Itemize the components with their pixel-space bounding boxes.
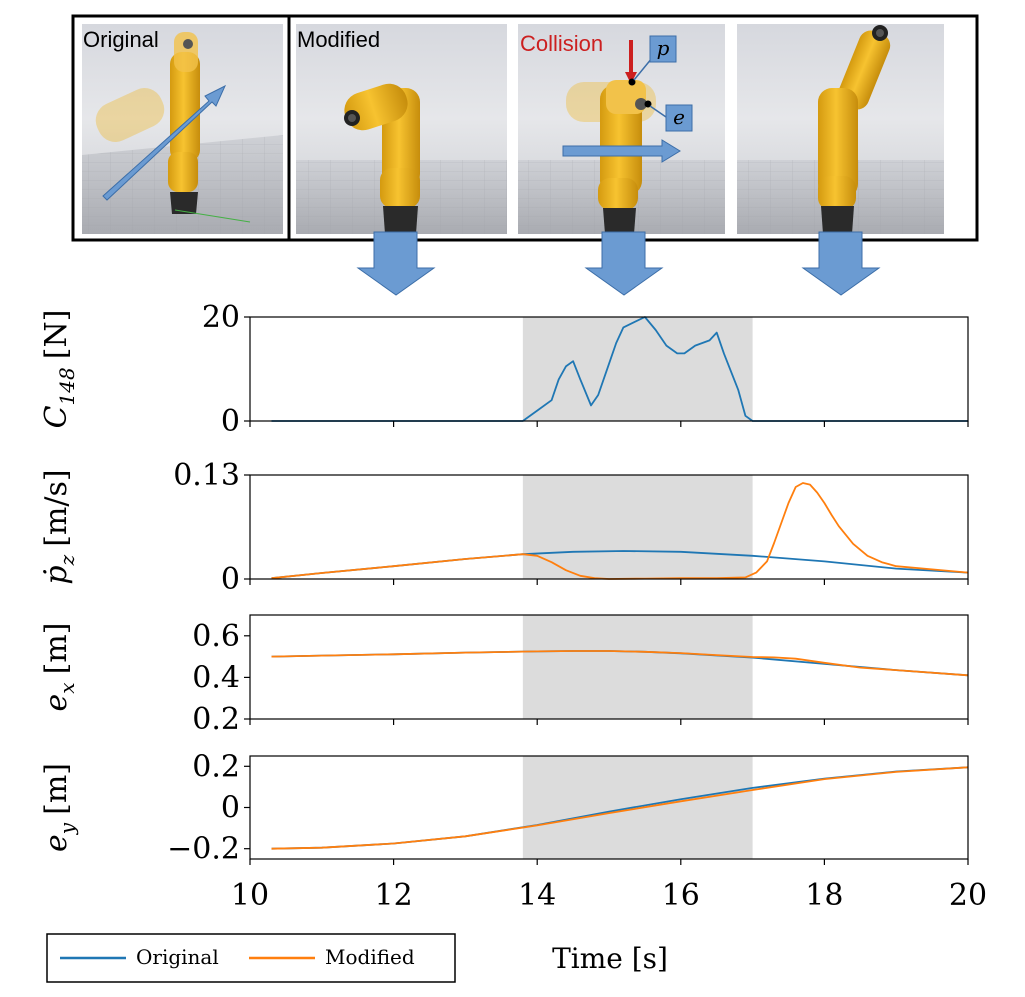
- y-axis-label-unit: [m]: [39, 763, 74, 815]
- y-axis-label-subscript: z: [55, 554, 79, 566]
- y-axis-label-symbol: ṗ: [39, 565, 74, 584]
- plot-frame: [249, 614, 969, 720]
- y-axis-label-symbol: C: [39, 405, 74, 428]
- series-line-modified: [271, 482, 969, 580]
- point-p-marker: [628, 78, 636, 86]
- y-tick-label: 0.2: [192, 749, 240, 784]
- point-p-tag: [649, 35, 677, 63]
- y-tick-label: 0.4: [192, 660, 240, 695]
- y-axis-label: ex [m]: [39, 623, 79, 712]
- y-axis-label-symbol: e: [39, 694, 74, 712]
- y-tick-label: 0: [221, 791, 240, 826]
- down-arrow-3: [801, 231, 881, 296]
- panel-frame: [71, 14, 979, 242]
- panel-final: [737, 24, 944, 234]
- legend-label-modified: Modified: [325, 945, 415, 969]
- chart-panel-2: 0 0.13 ṗz [m/s]: [39, 458, 969, 597]
- point-e-label: e: [673, 105, 685, 129]
- y-axis-label-symbol: e: [39, 834, 74, 852]
- panel-collision: p e Collision: [518, 24, 725, 234]
- panel-modified: Modified: [296, 24, 507, 234]
- y-axis-label: C148 [N]: [39, 310, 79, 429]
- contact-interval-shade: [522, 475, 753, 579]
- plot-frame: [249, 316, 969, 422]
- down-arrow-2: [584, 231, 664, 296]
- y-tick-label: 0.2: [192, 702, 240, 737]
- y-tick-label: 20: [202, 300, 240, 335]
- down-arrow-1: [356, 231, 436, 296]
- y-tick-label: 0: [221, 404, 240, 439]
- y-axis-label-subscript: x: [55, 682, 79, 693]
- y-tick-label: −0.2: [167, 832, 240, 867]
- motion-arrow-collision: [562, 139, 681, 163]
- y-tick-label: 0.6: [192, 619, 240, 654]
- panel-original-label: Original: [83, 27, 159, 52]
- x-tick-label: 10: [231, 878, 269, 913]
- x-tick-label: 16: [662, 878, 700, 913]
- x-tick-label: 18: [805, 878, 843, 913]
- panel-original: Original: [82, 24, 283, 234]
- y-tick-label: 0.13: [173, 458, 240, 493]
- series-line-modified: [271, 766, 969, 850]
- x-tick-label: 20: [949, 878, 987, 913]
- point-e-tag: [665, 104, 693, 132]
- charts: 020C148[N]00.13ṗz[m/s]0.20.40.6ex[m]−0.2…: [39, 300, 987, 913]
- y-axis-label-unit: [N]: [39, 310, 74, 360]
- y-axis-label: ṗz [m/s]: [39, 469, 79, 584]
- point-e-marker: [644, 100, 652, 108]
- collision-label: Collision: [520, 31, 603, 56]
- contact-interval-shade: [522, 317, 753, 421]
- y-axis-label-unit: [m]: [39, 623, 74, 675]
- point-p-label: p: [657, 36, 670, 60]
- series-line-modified: [271, 650, 969, 677]
- x-tick-label: 12: [375, 878, 413, 913]
- robot-panels: Original Modified: [71, 14, 979, 242]
- contact-interval-shade: [522, 615, 753, 719]
- legend: Original Modified: [46, 933, 456, 983]
- plot-frame: [249, 474, 969, 580]
- x-axis-label: Time [s]: [552, 942, 668, 975]
- y-axis-label-unit: [m/s]: [39, 469, 74, 546]
- y-axis-label: ey [m]: [39, 763, 79, 852]
- y-axis-label-subscript: 148: [55, 367, 79, 405]
- legend-label-original: Original: [136, 945, 219, 969]
- y-axis-label-subscript: y: [55, 822, 79, 835]
- chart-panel-4: −0.2 0 0.2 ey [m]: [39, 749, 969, 867]
- motion-arrow-original: [102, 84, 227, 201]
- chart-panel-1: 0 20 C148 [N]: [39, 300, 969, 439]
- chart-panel-3: 0.2 0.4 0.6 ex [m]: [39, 614, 969, 737]
- y-tick-label: 0: [221, 562, 240, 597]
- down-arrows: [356, 231, 881, 296]
- x-tick-label: 14: [518, 878, 556, 913]
- panel-modified-label: Modified: [297, 27, 380, 52]
- series-line-original: [271, 316, 968, 422]
